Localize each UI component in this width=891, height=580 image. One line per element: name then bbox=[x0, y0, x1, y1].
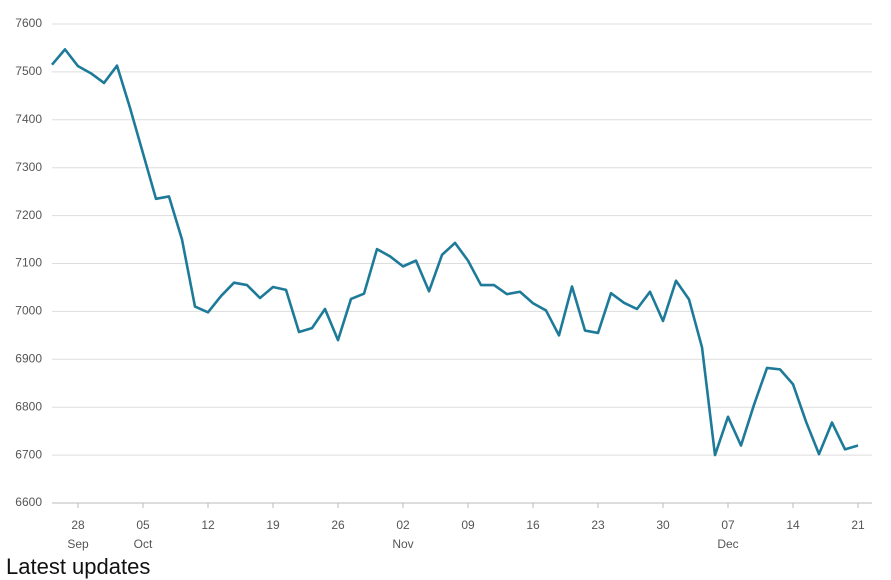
x-tick-label: 23 bbox=[591, 518, 605, 532]
x-tick-label: 12 bbox=[201, 518, 215, 532]
chart: 6600 6700 6800 6900 7000 7100 7200 7300 7400 7500… bbox=[15, 16, 872, 551]
x-tick-label: 26 bbox=[331, 518, 345, 532]
x-tick-label: 21 bbox=[851, 518, 865, 532]
footer-heading: Latest updates bbox=[6, 554, 151, 579]
y-tick-label: 6600 bbox=[15, 495, 42, 509]
x-month-label: Oct bbox=[134, 537, 153, 551]
y-tick-label: 7000 bbox=[15, 304, 42, 318]
x-tick-label: 05 bbox=[136, 518, 150, 532]
x-tick-label: 02 bbox=[396, 518, 410, 532]
y-tick-label: 6700 bbox=[15, 447, 42, 461]
y-tick-label: 7600 bbox=[15, 16, 42, 30]
x-tick-label: 28 bbox=[71, 518, 85, 532]
y-tick-label: 7100 bbox=[15, 256, 42, 270]
x-tick-label: 19 bbox=[266, 518, 280, 532]
page: 6600 6700 6800 6900 7000 7100 7200 7300 7400 7500… bbox=[6, 16, 872, 579]
y-tick-label: 7400 bbox=[15, 112, 42, 126]
line bbox=[51, 48, 859, 457]
x-tick-label: 30 bbox=[656, 518, 670, 532]
y-tick-label: 7200 bbox=[15, 208, 42, 222]
x-month-label: Sep bbox=[67, 537, 89, 551]
y-tick-label: 7300 bbox=[15, 160, 42, 174]
x-month-label: Nov bbox=[392, 537, 413, 551]
x-tick-label: 07 bbox=[721, 518, 735, 532]
x-tick-label: 14 bbox=[786, 518, 800, 532]
x-month-label: Dec bbox=[717, 537, 738, 551]
x-tick-label: 09 bbox=[461, 518, 475, 532]
y-tick-label: 6900 bbox=[15, 351, 42, 365]
x-tick-label: 16 bbox=[526, 518, 540, 532]
y-tick-label: 6800 bbox=[15, 399, 42, 413]
y-tick-label: 7500 bbox=[15, 64, 42, 78]
